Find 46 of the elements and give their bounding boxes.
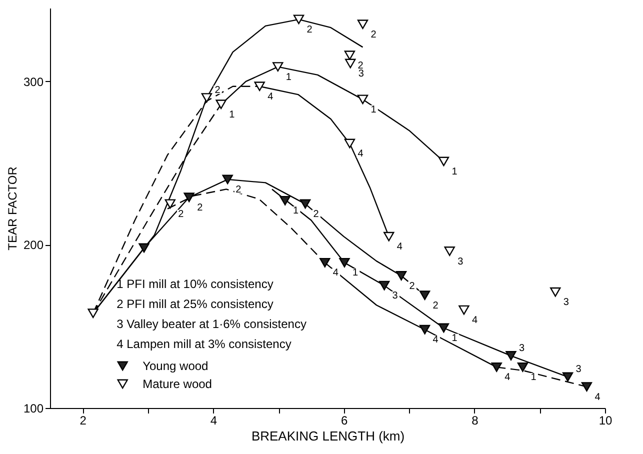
annotation: 2 <box>432 300 439 312</box>
annotation: 2 <box>197 202 204 214</box>
y-tick-label: 300 <box>23 74 44 89</box>
annotation: 3 <box>392 290 398 302</box>
annotation: 4 <box>504 372 511 384</box>
annotation: 4 <box>594 392 601 403</box>
annotation: 4 <box>396 242 403 253</box>
annotation: 2 <box>313 208 320 220</box>
x-tick-label: 8 <box>472 414 479 428</box>
annotation: 1 <box>370 104 377 116</box>
x-tick-label: 4 <box>210 414 218 428</box>
annotation: 4 <box>432 334 439 346</box>
annotation: 1 <box>229 109 236 120</box>
annotation: 4 Lampen mill at 3% consistency <box>116 337 292 351</box>
annotation: 4 <box>472 315 478 326</box>
y-axis-title: TEAR FACTOR <box>5 166 20 250</box>
annotation: 1 <box>530 372 537 384</box>
annotation: 3 <box>458 256 464 268</box>
annotation: 3 <box>358 68 364 80</box>
annotation: 2 <box>306 24 313 36</box>
annotation: 1 <box>352 268 358 279</box>
x-tick-label: 2 <box>80 414 87 428</box>
annotation: 1 <box>452 333 458 344</box>
annotation: 3 Valley beater at 1·6% consistency <box>116 317 306 331</box>
annotation: 1 <box>293 206 300 217</box>
annotation: 3 <box>518 342 525 354</box>
legend-label: Young wood <box>142 359 208 373</box>
x-tick-label: 10 <box>598 414 612 428</box>
annotation: 4 <box>268 91 274 102</box>
annotation: 2 <box>370 29 377 40</box>
annotation: 2 <box>409 280 416 292</box>
annotation: 2 <box>178 208 184 220</box>
x-tick-label: 6 <box>340 414 348 428</box>
annotation: 4 <box>358 148 364 160</box>
annotation: 1 <box>286 72 292 83</box>
annotation: 2 <box>214 84 221 96</box>
annotation: 3 <box>563 297 570 308</box>
annotation: 1 <box>452 166 458 178</box>
annotation: 2 <box>236 184 242 196</box>
x-axis-title: BREAKING LENGTH (km) <box>251 428 405 444</box>
y-tick-label: 200 <box>23 238 44 252</box>
annotation: 3 <box>576 364 582 375</box>
annotation: 2 PFI mill at 25% consistency <box>116 297 274 311</box>
y-tick-label: 100 <box>23 402 44 416</box>
annotation: 4 <box>332 268 339 279</box>
legend-label: Mature wood <box>142 377 212 391</box>
